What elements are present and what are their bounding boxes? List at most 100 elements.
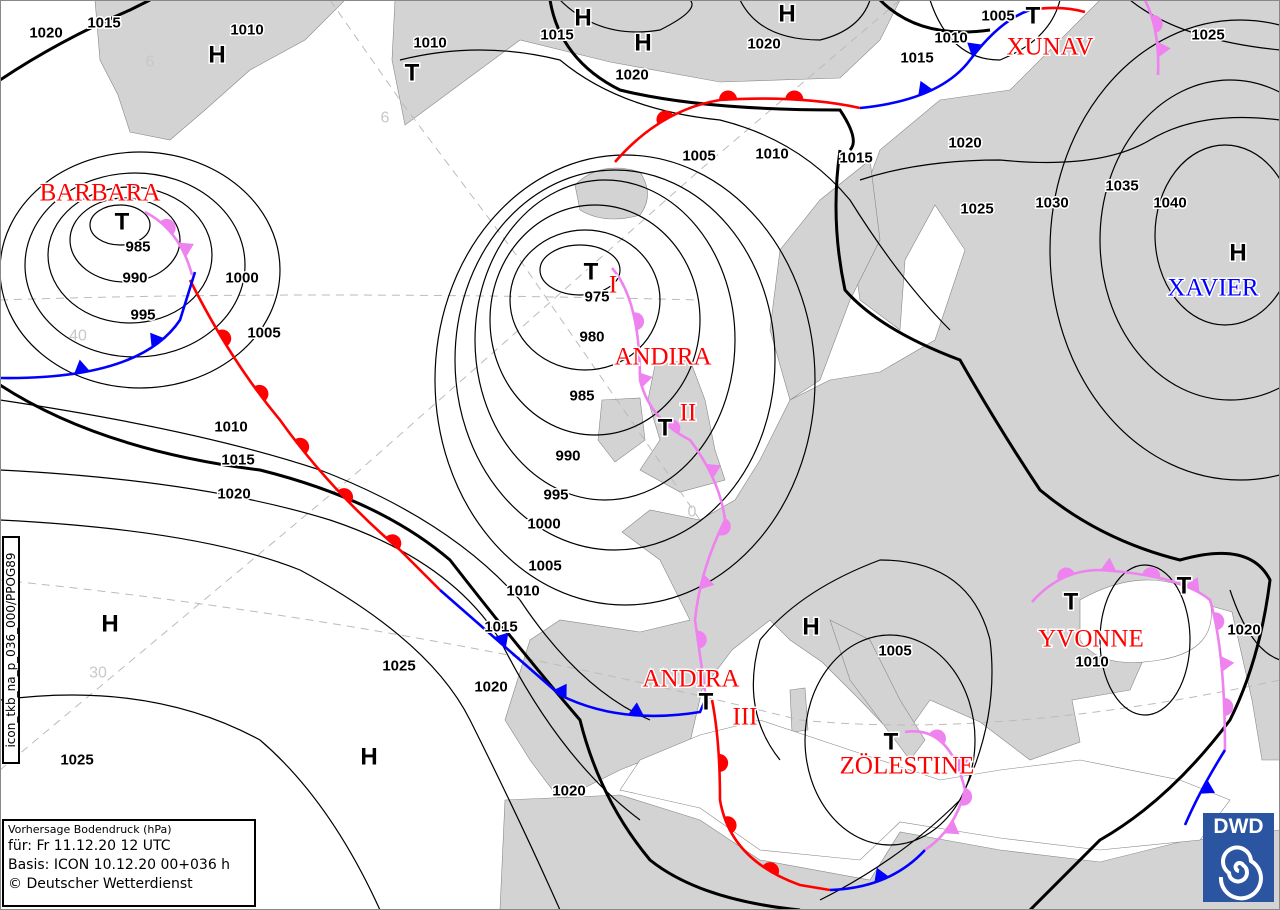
isobar-label: 1015 bbox=[87, 15, 120, 32]
occlusion-zoelestine bbox=[904, 730, 967, 852]
system-name: XAVIER bbox=[1167, 275, 1259, 302]
isobar-label: 1025 bbox=[1191, 27, 1224, 44]
legend-box: Vorhersage Bodendruck (hPa) für: Fr 11.1… bbox=[2, 819, 256, 907]
warm-front-semicircle bbox=[294, 437, 310, 454]
warm-front-semicircle bbox=[664, 419, 681, 434]
low-pressure-center: T bbox=[1064, 589, 1079, 616]
warm-front-semicircle bbox=[633, 312, 645, 331]
dwd-logo: DWD bbox=[1203, 813, 1274, 902]
grid-label: 6 bbox=[381, 110, 390, 127]
warm-front-semicircle bbox=[718, 754, 729, 773]
isobar-label: 1015 bbox=[540, 27, 573, 44]
cold-front-triangle bbox=[1157, 41, 1171, 58]
africa bbox=[499, 794, 1280, 910]
cold-front-triangle bbox=[1100, 557, 1117, 572]
cold-front-triangle bbox=[967, 42, 983, 57]
cold-front-triangle bbox=[874, 867, 890, 883]
isobar-label: 985 bbox=[569, 388, 594, 405]
isobar-label: 1000 bbox=[527, 516, 560, 533]
isobar-label: 985 bbox=[125, 239, 150, 256]
greenland bbox=[94, 0, 346, 141]
arctic-islands bbox=[391, 0, 901, 126]
system-name: III bbox=[733, 704, 758, 731]
warm-front-semicircle bbox=[1151, 15, 1163, 33]
system-name: YVONNE bbox=[1038, 626, 1144, 653]
warm-front-semicircle bbox=[785, 90, 804, 100]
system-name: ZÖLESTINE bbox=[840, 753, 975, 780]
isobar-label: 1010 bbox=[214, 419, 247, 436]
grid-label: 6 bbox=[146, 54, 155, 71]
low-pressure-center: T bbox=[884, 729, 899, 756]
product-code-box: icon_tkb_na_p_036_000/PPOG89 bbox=[2, 536, 20, 764]
cold-front-triangle bbox=[953, 757, 969, 773]
warm-front-semicircle bbox=[385, 534, 402, 550]
warm-front-semicircle bbox=[960, 788, 973, 806]
high-pressure-center: H bbox=[574, 5, 591, 32]
isobar-label: 1015 bbox=[221, 452, 254, 469]
isobar-label: 1005 bbox=[878, 643, 911, 660]
warm-front-semicircle bbox=[217, 329, 232, 347]
front-symbols bbox=[74, 15, 1235, 883]
cold-front-yvonne bbox=[1183, 749, 1227, 826]
cold-front-triangle bbox=[918, 80, 933, 96]
occlusion-xunav bbox=[1143, 0, 1160, 76]
isobar-label: 1020 bbox=[1227, 622, 1260, 639]
isobar-label: 1010 bbox=[1075, 654, 1108, 671]
warm-front-semicircle bbox=[696, 630, 707, 649]
legend-basis: Basis: ICON 10.12.20 00+036 h bbox=[8, 857, 231, 873]
low-pressure-center: T bbox=[584, 259, 599, 286]
high-pressure-center: H bbox=[634, 30, 651, 57]
cold-front-triangle bbox=[1199, 779, 1216, 794]
cold-front-atlantic bbox=[439, 589, 708, 718]
spiral-icon bbox=[1218, 845, 1263, 901]
system-name: II bbox=[680, 400, 697, 427]
cold-front-triangle bbox=[1184, 577, 1200, 593]
cold-front-triangle bbox=[74, 359, 90, 374]
warm-front-xunav bbox=[1029, 6, 1086, 14]
cold-front-triangle bbox=[705, 463, 722, 479]
warm-front-semicircle bbox=[160, 218, 176, 235]
system-name: I bbox=[609, 272, 617, 299]
legend-valid-time: für: Fr 11.12.20 12 UTC bbox=[8, 838, 171, 854]
isobar-label: 990 bbox=[122, 270, 147, 287]
isobar-label: 1025 bbox=[960, 201, 993, 218]
cold-front-triangle bbox=[944, 820, 960, 835]
warm-front-semicircle bbox=[1213, 612, 1225, 631]
occlusion-yvonne bbox=[1031, 568, 1227, 751]
warm-front-semicircle bbox=[719, 90, 738, 100]
isobar-label: 1020 bbox=[615, 67, 648, 84]
high-pressure-center: H bbox=[101, 611, 118, 638]
cold-front-north bbox=[859, 8, 1031, 110]
low-pressure-center: T bbox=[1026, 3, 1041, 30]
cold-front-triangle bbox=[699, 573, 715, 590]
isobar-label: 1005 bbox=[528, 558, 561, 575]
isobar-label: 1000 bbox=[225, 270, 258, 287]
grid-label: 0 bbox=[688, 504, 697, 521]
warm-front-semicircle bbox=[337, 488, 354, 504]
cold-front-triangle bbox=[627, 702, 644, 716]
system-name: ANDIRA bbox=[642, 666, 739, 693]
ireland bbox=[597, 397, 646, 463]
weather-fronts bbox=[0, 0, 1227, 892]
system-name: BARBARA bbox=[40, 180, 161, 207]
warm-front-semicircle bbox=[717, 518, 731, 536]
isobar-label: 1010 bbox=[506, 583, 539, 600]
low-pressure-center: T bbox=[658, 415, 673, 442]
high-pressure-center: H bbox=[1229, 240, 1246, 267]
isobar-label: 1020 bbox=[29, 25, 62, 42]
cold-front-triangle bbox=[178, 242, 194, 257]
iceland bbox=[574, 167, 648, 220]
cold-front-triangle bbox=[552, 683, 567, 700]
warm-front-semicircle bbox=[929, 729, 946, 744]
occlusion-barbara bbox=[144, 210, 194, 276]
isobar-label: 1040 bbox=[1153, 195, 1186, 212]
low-pressure-center: T bbox=[405, 60, 420, 87]
legend-copyright: © Deutscher Wetterdienst bbox=[8, 876, 193, 892]
warm-front-semicircle bbox=[1223, 697, 1234, 716]
product-code: icon_tkb_na_p_036_000/PPOG89 bbox=[4, 552, 18, 748]
black-sea bbox=[1079, 579, 1212, 663]
warm-front-semicircle bbox=[1142, 567, 1161, 578]
low-pressure-center: T bbox=[699, 689, 714, 716]
